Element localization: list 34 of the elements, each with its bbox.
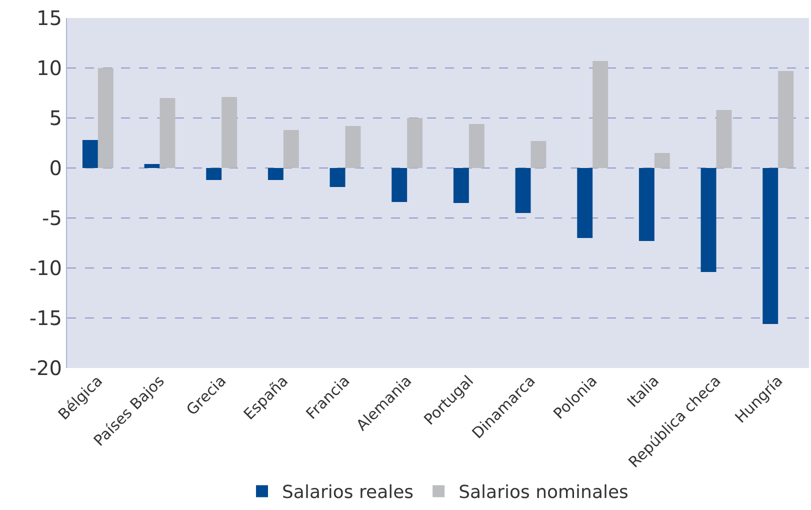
bar (515, 168, 531, 213)
y-tick-label: 10 (36, 56, 62, 80)
bar (268, 168, 284, 180)
y-tick-label: 5 (49, 106, 62, 130)
y-tick-label: -15 (29, 306, 62, 330)
bar (716, 110, 732, 168)
bar (468, 124, 484, 168)
bar (762, 168, 778, 324)
bar (638, 168, 654, 241)
bar (160, 98, 176, 168)
bar (144, 164, 160, 168)
bar (98, 68, 114, 168)
bar (592, 61, 608, 168)
bar (654, 153, 670, 168)
y-tick-label: 0 (49, 156, 62, 180)
bar (206, 168, 222, 180)
bar (778, 71, 794, 168)
bar (283, 130, 299, 168)
bar (82, 140, 98, 168)
y-tick-label: 15 (36, 6, 62, 30)
bar (345, 126, 361, 168)
bar (453, 168, 469, 203)
bar (330, 168, 346, 187)
legend-label: Salarios nominales (458, 482, 628, 504)
bar (222, 97, 238, 168)
bar (700, 168, 716, 272)
bar (530, 141, 546, 168)
bar (392, 168, 408, 202)
legend-label: Salarios reales (282, 482, 414, 504)
y-tick-label: -5 (42, 206, 62, 230)
y-tick-label: -10 (29, 256, 62, 280)
bar (407, 118, 423, 168)
y-tick-label: -20 (29, 356, 62, 380)
bar (577, 168, 593, 238)
